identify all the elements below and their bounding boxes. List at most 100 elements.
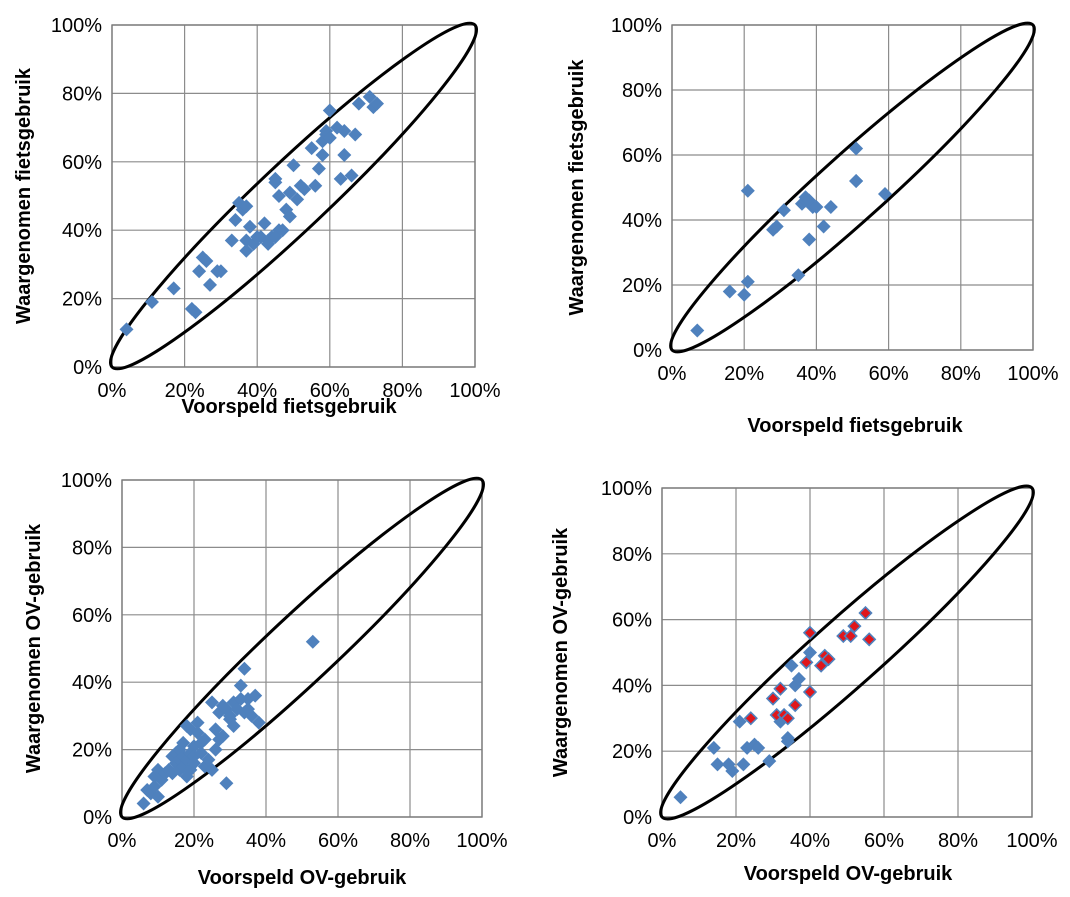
x-tick-label: 20% <box>165 380 205 402</box>
data-point <box>166 281 181 296</box>
y-tick-label: 20% <box>622 275 662 297</box>
data-point <box>251 715 266 730</box>
data-point <box>308 178 323 193</box>
scatter-chart-4: 0% 20% 40% 60% 80% 100% 0% 20% 40% 60% 80% 100% Voor… <box>550 478 1058 885</box>
x-tick-label: 0% <box>658 363 687 385</box>
y-tick-label: 60% <box>72 605 112 627</box>
data-point <box>315 147 330 162</box>
x-tick-label: 40% <box>237 380 277 402</box>
data-point <box>740 183 755 198</box>
y-tick-label: 0% <box>623 807 652 829</box>
data-point <box>275 223 290 238</box>
data-point <box>282 209 297 224</box>
confidence-ellipse <box>659 484 1035 821</box>
y-tick-label: 80% <box>72 537 112 559</box>
x-tick-label: 60% <box>310 380 350 402</box>
x-axis-title: Voorspeld fietsgebruik <box>181 396 397 418</box>
y-tick-label: 100% <box>61 470 112 492</box>
data-point <box>877 187 892 201</box>
data-point <box>369 96 384 111</box>
data-point <box>257 216 272 231</box>
data-point <box>751 740 766 755</box>
y-tick-label: 60% <box>62 152 102 174</box>
data-point <box>304 141 319 156</box>
data-point-highlight <box>773 681 788 696</box>
data-point <box>192 264 207 279</box>
data-point <box>740 274 755 289</box>
data-point <box>322 130 337 145</box>
data-point <box>242 219 257 234</box>
y-tick-label: 40% <box>62 220 102 242</box>
confidence-ellipse <box>669 21 1036 354</box>
y-tick-label: 100% <box>51 15 102 37</box>
data-point <box>205 762 219 777</box>
data-point <box>791 268 806 283</box>
data-point <box>176 735 191 750</box>
data-point <box>305 634 320 649</box>
data-point <box>213 264 228 279</box>
data-point <box>710 757 725 772</box>
y-tick-label: 100% <box>601 478 652 500</box>
y-tick-label: 100% <box>611 15 662 37</box>
data-point <box>199 253 214 268</box>
data-point <box>219 776 234 791</box>
data-point <box>725 763 740 778</box>
data-point <box>780 734 795 749</box>
x-tick-label: 80% <box>390 830 430 852</box>
data-point <box>136 796 151 811</box>
x-tick-label: 0% <box>98 380 127 402</box>
plot-area <box>111 24 476 368</box>
data-point-highlight <box>802 625 818 640</box>
x-tick-label: 40% <box>790 830 830 852</box>
data-point <box>215 729 230 744</box>
x-tick-label: 80% <box>938 830 978 852</box>
data-point <box>119 322 134 337</box>
data-point <box>239 243 254 258</box>
data-point <box>344 168 359 183</box>
data-point-highlight <box>802 684 818 700</box>
data-point-highlight <box>813 658 829 673</box>
data-point-highlight <box>821 651 836 667</box>
data-point-highlight <box>780 711 795 726</box>
data-point <box>268 230 283 245</box>
x-tick-label: 80% <box>941 363 981 385</box>
y-axis-title: Waargenomen fietsgebruik <box>566 59 588 316</box>
data-point <box>791 671 806 686</box>
y-tick-label: 80% <box>62 83 102 105</box>
data-point <box>237 661 252 676</box>
data-point <box>239 199 254 214</box>
y-tick-label: 20% <box>612 741 652 763</box>
x-tick-label: 80% <box>382 380 422 402</box>
y-tick-label: 0% <box>83 807 112 829</box>
data-point-highlight <box>843 628 858 644</box>
data-point <box>809 200 824 214</box>
data-point <box>286 158 301 173</box>
data-point <box>203 277 218 292</box>
data-point <box>226 719 241 734</box>
confidence-ellipse <box>119 476 485 821</box>
x-tick-label: 40% <box>796 363 836 385</box>
x-axis-title: Voorspeld fietsgebruik <box>747 415 963 437</box>
y-tick-label: 20% <box>62 289 102 311</box>
data-point <box>330 120 345 135</box>
data-point <box>248 688 263 703</box>
data-point-highlight <box>862 632 877 647</box>
x-tick-label: 0% <box>648 830 677 852</box>
data-point-highlight <box>788 698 803 713</box>
data-point <box>722 284 737 299</box>
plot-area <box>671 24 1034 351</box>
data-point <box>205 695 219 710</box>
y-tick-label: 0% <box>73 357 102 379</box>
x-axis-title: Voorspeld OV-gebruik <box>198 867 407 889</box>
data-point-highlight <box>743 711 758 726</box>
x-tick-label: 60% <box>318 830 358 852</box>
y-tick-label: 40% <box>622 210 662 232</box>
data-point <box>333 171 348 186</box>
data-point <box>187 756 201 771</box>
data-point <box>823 200 838 214</box>
data-point <box>348 127 363 142</box>
data-point <box>732 714 747 729</box>
data-point <box>228 212 243 227</box>
data-point <box>736 757 751 772</box>
data-point <box>849 174 864 188</box>
